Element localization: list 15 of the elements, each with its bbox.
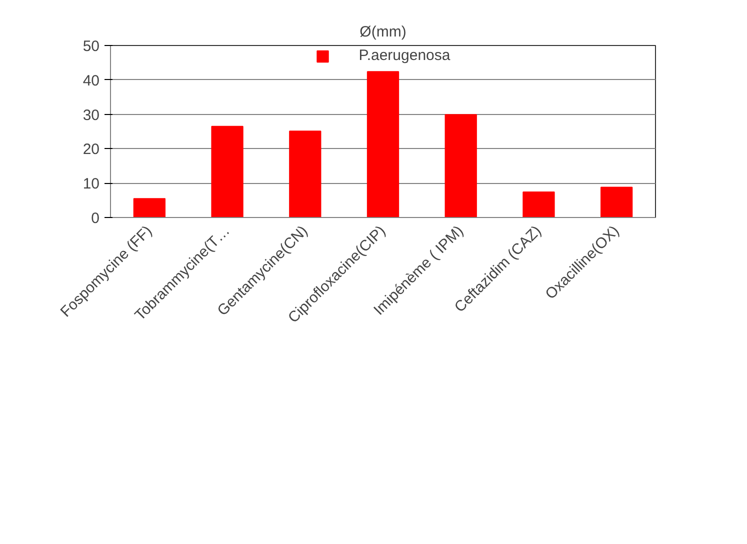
y-tick-label: 40 [82,72,100,90]
bar [444,114,477,218]
legend-label: P.aerugenosa [358,47,450,64]
bar [600,186,633,218]
y-tick-label: 30 [82,106,100,124]
y-tick-label: 0 [91,210,100,227]
bar [366,71,400,218]
y-tick-label: 50 [82,38,100,55]
y-tick-label: 10 [82,176,100,193]
bar [133,198,166,218]
y-tick-label: 20 [82,141,100,158]
chart-title: Ø(mm) [360,24,406,40]
bar [522,192,555,218]
bar [289,130,322,218]
bar [211,126,244,218]
